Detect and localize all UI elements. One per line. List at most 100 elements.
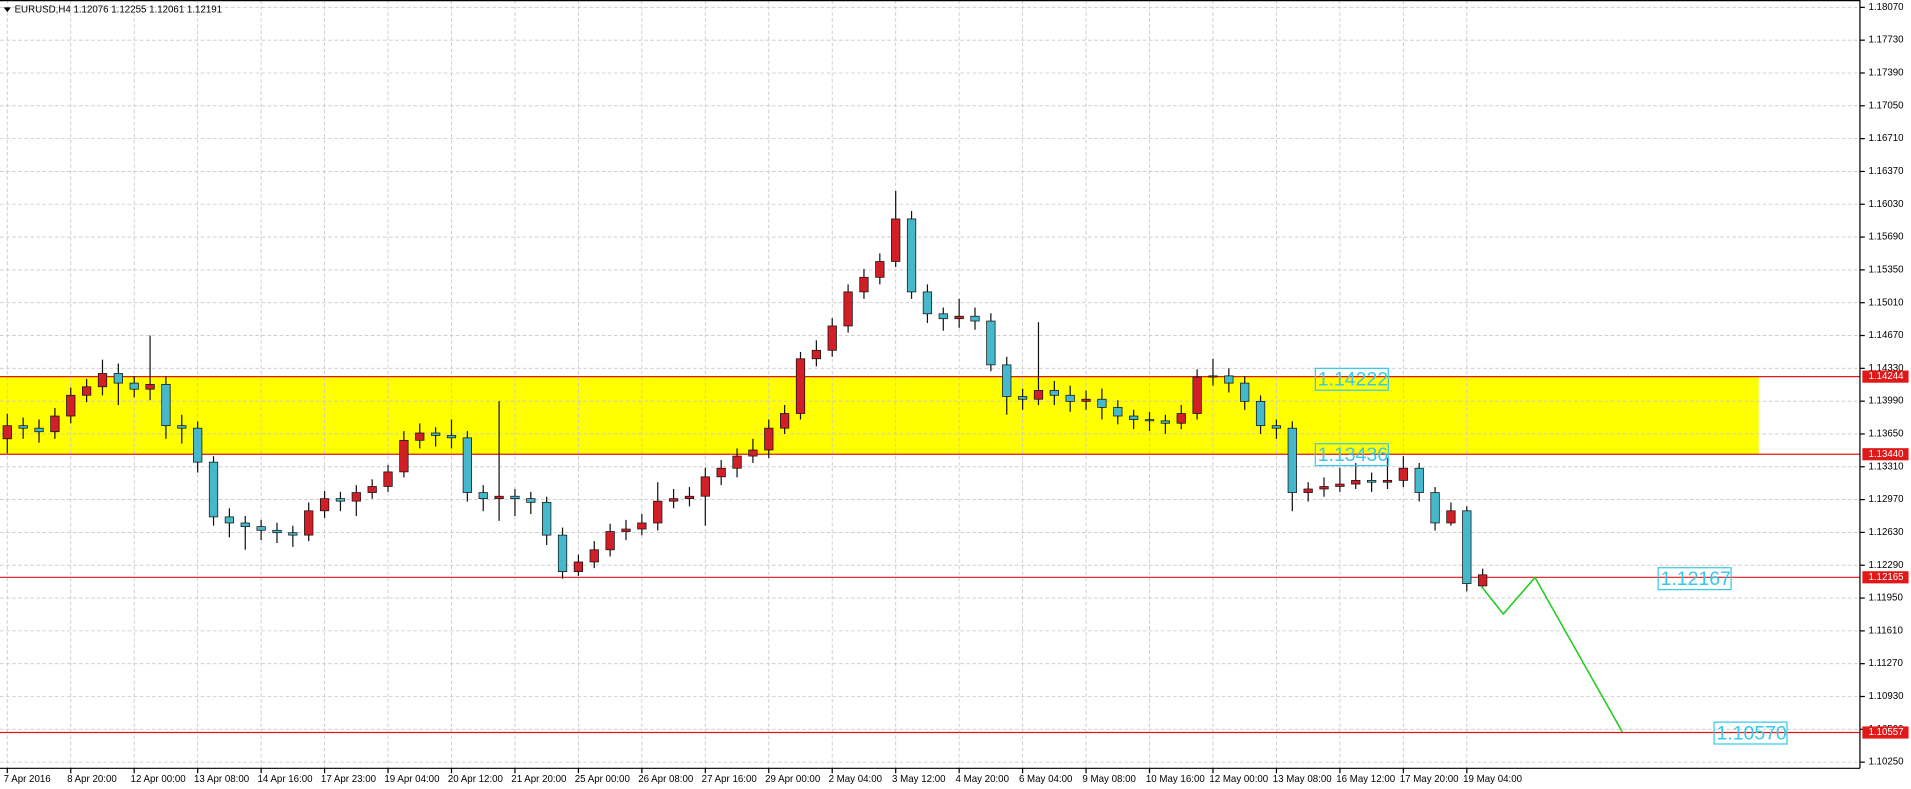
candle-body <box>780 413 790 429</box>
candle-body <box>1240 382 1250 402</box>
candle-body <box>653 500 663 524</box>
price-level-tag <box>1862 370 1909 383</box>
y-tick-label: 1.18070 <box>1868 2 1904 13</box>
candle-body <box>859 276 869 293</box>
y-tick-label: 1.13990 <box>1868 396 1904 407</box>
candle-body <box>177 425 187 429</box>
y-tick-label: 1.16030 <box>1868 199 1904 210</box>
y-tick-label: 1.13650 <box>1868 429 1904 440</box>
candle-body <box>97 373 108 388</box>
x-tick-label: 13 Apr 08:00 <box>194 774 250 785</box>
y-tick-label: 1.12290 <box>1868 560 1904 571</box>
candle-body <box>1478 574 1488 587</box>
candle-body <box>1097 398 1107 408</box>
candle-body <box>129 382 139 390</box>
candle-body <box>240 522 250 527</box>
candle-body <box>1144 419 1155 422</box>
x-tick-label: 21 Apr 20:00 <box>511 774 567 785</box>
candle-body <box>1398 467 1408 481</box>
candle-body <box>18 425 28 429</box>
x-tick-label: 14 Apr 16:00 <box>257 774 313 785</box>
candle-body <box>589 549 599 563</box>
annotation-box <box>1314 367 1389 391</box>
x-tick-label: 19 May 04:00 <box>1463 774 1522 785</box>
candle-body <box>208 461 219 518</box>
candle-body <box>748 449 758 457</box>
y-tick-label: 1.11270 <box>1868 658 1903 669</box>
candle-body <box>1113 407 1123 417</box>
candle-body <box>557 534 568 572</box>
candle-body <box>304 510 314 536</box>
y-tick-label: 1.15010 <box>1868 297 1904 308</box>
candle-body <box>1366 480 1377 483</box>
candle-body <box>510 495 520 500</box>
x-tick-label: 17 May 20:00 <box>1400 774 1459 785</box>
y-tick-label: 1.16710 <box>1868 133 1904 144</box>
candle-body <box>621 528 631 532</box>
x-tick-label: 3 May 12:00 <box>892 774 946 785</box>
y-tick-label: 1.11610 <box>1868 625 1903 636</box>
candle-body <box>605 531 615 551</box>
candle-body <box>113 373 123 384</box>
annotation-box <box>1657 567 1732 591</box>
candle-body <box>1430 492 1440 524</box>
candle-body <box>1382 480 1393 483</box>
candle-body <box>1002 364 1012 397</box>
support-resistance-zone <box>0 376 1759 455</box>
annotation-box <box>1314 443 1389 467</box>
candle-body <box>1065 394 1075 402</box>
candle-body <box>145 383 155 390</box>
candle-body <box>66 394 76 417</box>
candle-body <box>732 455 742 469</box>
candle-body <box>446 435 457 439</box>
candle-body <box>478 492 488 500</box>
x-tick-label: 25 Apr 00:00 <box>575 774 631 785</box>
candle-body <box>288 532 298 536</box>
y-tick-label: 1.12970 <box>1868 494 1904 505</box>
y-tick-label: 1.15690 <box>1868 232 1904 243</box>
candle-body <box>1462 510 1472 584</box>
x-tick-label: 13 May 08:00 <box>1273 774 1332 785</box>
x-tick-label: 29 Apr 00:00 <box>765 774 821 785</box>
y-tick-label: 1.14670 <box>1868 330 1904 341</box>
x-tick-label: 17 Apr 23:00 <box>321 774 377 785</box>
price-level-label: 1.13440 <box>1868 449 1904 460</box>
y-tick-label: 1.10250 <box>1868 757 1904 768</box>
candle-body <box>161 383 171 427</box>
x-tick-label: 9 May 08:00 <box>1082 774 1136 785</box>
x-tick-label: 16 May 12:00 <box>1336 774 1395 785</box>
candle-body <box>986 320 996 366</box>
candle-body <box>2 425 12 440</box>
candle-body <box>700 476 710 497</box>
candle-body <box>922 291 933 315</box>
candle-body <box>81 386 92 396</box>
x-tick-label: 8 Apr 20:00 <box>67 774 117 785</box>
candle-body <box>668 498 679 502</box>
candle-body <box>1335 483 1345 487</box>
candle-body <box>938 313 948 320</box>
menu-triangle[interactable] <box>3 7 11 13</box>
candle-body <box>335 498 346 502</box>
candle-body <box>1160 420 1171 424</box>
candle-body <box>954 315 964 320</box>
candle-body <box>1271 425 1282 429</box>
x-tick-label: 2 May 04:00 <box>829 774 883 785</box>
x-tick-label: 19 Apr 04:00 <box>384 774 440 785</box>
candle-body <box>50 415 60 433</box>
forecast-line <box>1480 576 1623 733</box>
candle-body <box>1351 480 1361 485</box>
candle-body <box>764 427 774 451</box>
candle-body <box>1208 375 1218 378</box>
candle-body <box>716 467 726 478</box>
candle-body <box>494 495 504 500</box>
candle-body <box>1081 398 1091 402</box>
annotation: 1.14222 <box>1318 369 1388 391</box>
x-tick-label: 12 May 00:00 <box>1209 774 1268 785</box>
x-tick-label: 4 May 20:00 <box>956 774 1010 785</box>
candle-body <box>1176 413 1186 424</box>
candle-body <box>1319 486 1329 490</box>
y-tick-label: 1.17730 <box>1868 35 1904 46</box>
candle-body <box>811 349 821 360</box>
candle-body <box>399 439 409 473</box>
candle-body <box>1017 396 1028 400</box>
